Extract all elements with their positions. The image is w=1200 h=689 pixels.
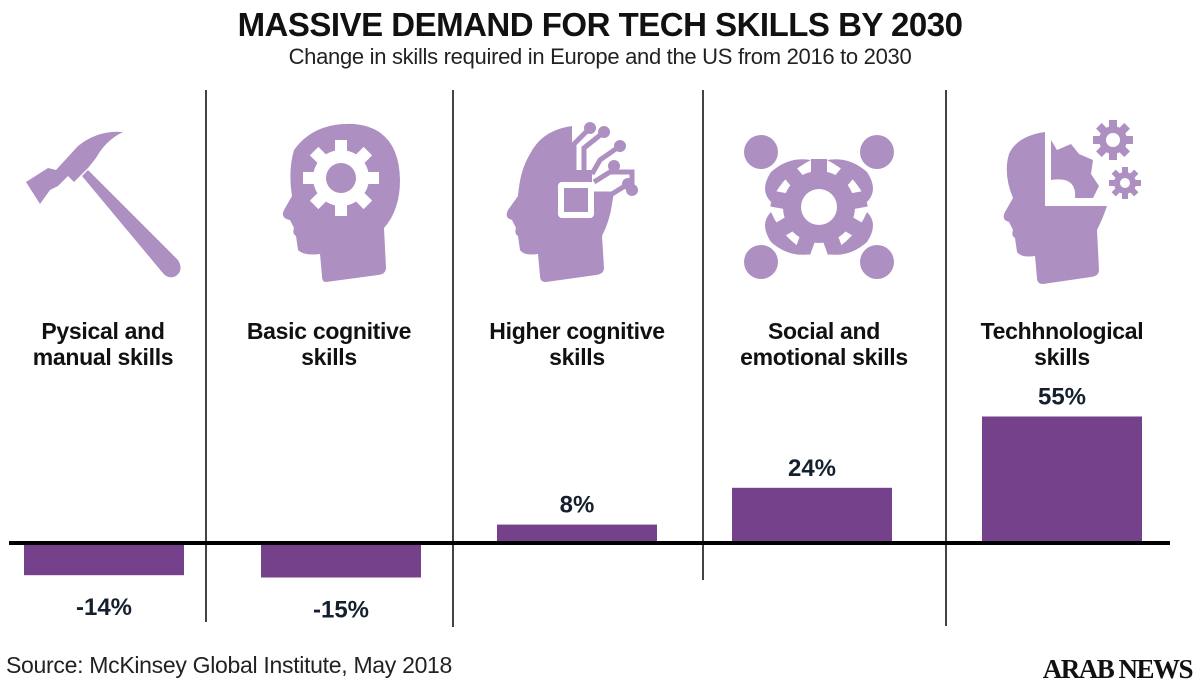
category-label: Techhnological (980, 318, 1144, 344)
category-label: Higher cognitive (489, 318, 665, 344)
category-label: manual skills (32, 344, 174, 370)
data-label: 8% (560, 492, 595, 519)
column-divider (702, 90, 704, 580)
bar (732, 487, 892, 543)
bar (261, 543, 421, 578)
data-label: -14% (76, 594, 132, 621)
category-label: skills (549, 344, 605, 370)
category-label: skills (1034, 344, 1090, 370)
head-circuit-icon (506, 122, 638, 282)
bar (982, 416, 1142, 543)
bar (24, 543, 184, 576)
column-divider (452, 90, 454, 627)
head-gear-icon (282, 123, 400, 282)
brand-logo: ARAB NEWS (1042, 654, 1194, 684)
data-label: 24% (788, 455, 836, 482)
category-label: Basic cognitive (246, 318, 412, 344)
column-divider (945, 90, 947, 626)
data-label: 55% (1038, 384, 1086, 411)
column-divider (205, 90, 207, 622)
chart-title: MASSIVE DEMAND FOR TECH SKILLS BY 2030 (237, 6, 963, 43)
source-note: Source: McKinsey Global Institute, May 2… (6, 652, 453, 678)
people-gear-icon (744, 135, 894, 279)
category-label: Social and (767, 318, 881, 344)
chart-subtitle: Change in skills required in Europe and … (288, 44, 912, 69)
data-label: -15% (313, 597, 369, 624)
category-label: emotional skills (740, 344, 908, 370)
head-gears-icon (1003, 120, 1141, 284)
category-label: Pysical and (41, 318, 165, 344)
hammer-icon (26, 131, 181, 278)
bar (497, 524, 657, 543)
category-label: skills (301, 344, 357, 370)
